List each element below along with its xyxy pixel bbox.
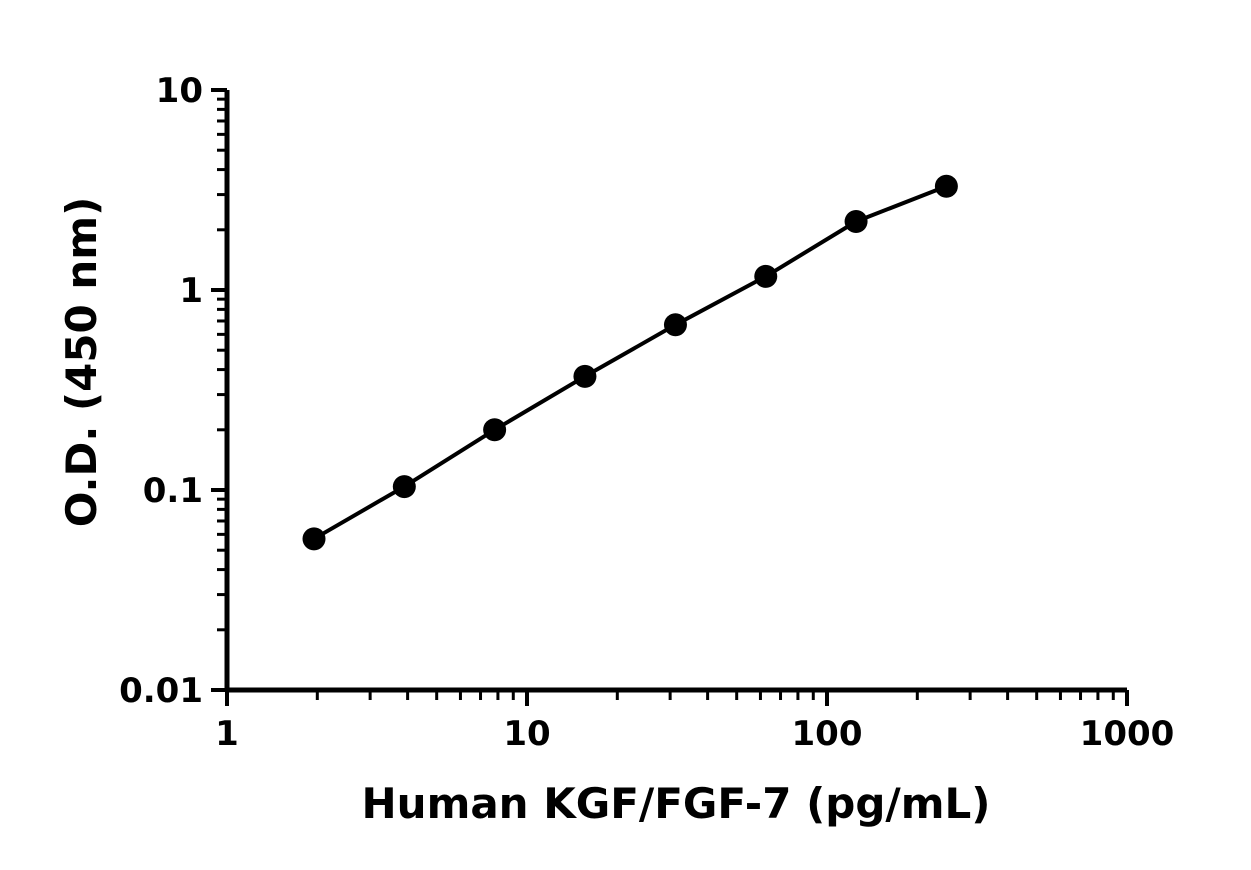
y-tick-label: 0.01	[119, 671, 203, 711]
data-point	[573, 364, 597, 388]
data-point	[302, 527, 326, 551]
y-tick-label: 1	[179, 271, 203, 311]
data-point	[844, 210, 868, 234]
data-point	[392, 475, 416, 499]
x-tick-label: 10	[503, 714, 550, 754]
data-point	[754, 264, 778, 288]
y-tick-label: 0.1	[143, 471, 203, 511]
data-point	[934, 174, 958, 198]
x-tick-label: 1	[215, 714, 239, 754]
x-tick-label: 1000	[1080, 714, 1175, 754]
data-point	[663, 313, 687, 337]
tick-labels: 1 10 100 1000 0.01 0.1 1 10	[119, 71, 1174, 754]
fit-curve	[312, 184, 948, 541]
y-axis-title: O.D. (450 nm)	[57, 197, 106, 528]
data-point	[483, 418, 507, 442]
axes	[224, 90, 1127, 693]
y-tick-label: 10	[156, 71, 203, 111]
ticks	[211, 88, 1129, 706]
x-axis-title: Human KGF/FGF-7 (pg/mL)	[362, 779, 991, 828]
series-layer	[302, 174, 958, 551]
x-tick-label: 100	[792, 714, 863, 754]
